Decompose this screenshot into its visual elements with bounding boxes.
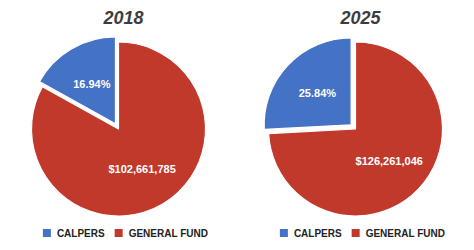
svg-text:GENERAL FUND: GENERAL FUND: [129, 228, 208, 239]
svg-text:2018: 2018: [102, 8, 143, 28]
svg-text:16.94%: 16.94%: [73, 78, 111, 90]
svg-text:$102,661,785: $102,661,785: [108, 163, 175, 175]
svg-text:2025: 2025: [339, 8, 381, 28]
svg-text:$126,261,046: $126,261,046: [356, 155, 423, 167]
svg-text:CALPERS: CALPERS: [294, 228, 342, 239]
svg-text:25.84%: 25.84%: [299, 87, 337, 99]
svg-text:GENERAL FUND: GENERAL FUND: [366, 228, 445, 239]
svg-text:CALPERS: CALPERS: [57, 228, 105, 239]
